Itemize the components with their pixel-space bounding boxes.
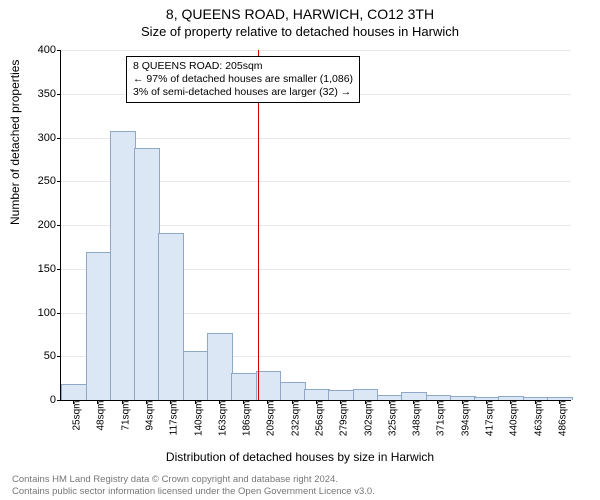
xtick-label: 94sqm	[145, 401, 156, 431]
page-title: 8, QUEENS ROAD, HARWICH, CO12 3TH	[0, 0, 600, 22]
histogram-bar	[401, 392, 427, 400]
xtick-label: 440sqm	[509, 401, 520, 437]
xtick-label: 117sqm	[169, 401, 180, 436]
xtick-label: 71sqm	[120, 401, 131, 431]
xtick-label: 25sqm	[72, 401, 83, 431]
annotation-box: 8 QUEENS ROAD: 205sqm ← 97% of detached …	[126, 56, 360, 103]
xtick-label: 371sqm	[436, 401, 447, 437]
histogram-bar	[86, 252, 112, 400]
ytick-label: 200	[26, 219, 56, 231]
histogram-bar	[110, 131, 136, 400]
ytick-mark	[57, 313, 61, 314]
xtick-label: 302sqm	[363, 401, 374, 437]
histogram-bar	[280, 382, 306, 401]
grid-line	[61, 50, 571, 51]
footer-line-2: Contains public sector information licen…	[12, 486, 375, 498]
ytick-label: 250	[26, 175, 56, 187]
ytick-label: 300	[26, 132, 56, 144]
grid-line	[61, 138, 571, 139]
histogram-bar	[353, 389, 379, 400]
ytick-mark	[57, 356, 61, 357]
ytick-label: 100	[26, 307, 56, 319]
xtick-label: 232sqm	[290, 401, 301, 437]
histogram-bar	[304, 389, 330, 401]
xtick-label: 163sqm	[217, 401, 228, 437]
ytick-label: 150	[26, 263, 56, 275]
plot-area: 05010015020025030035040025sqm48sqm71sqm9…	[60, 50, 571, 401]
histogram-bar	[231, 373, 257, 400]
xtick-label: 279sqm	[339, 401, 350, 437]
histogram-bar	[183, 351, 209, 400]
x-axis-label: Distribution of detached houses by size …	[0, 450, 600, 464]
xtick-label: 256sqm	[315, 401, 326, 437]
xtick-label: 463sqm	[533, 401, 544, 437]
ytick-label: 400	[26, 44, 56, 56]
xtick-label: 417sqm	[485, 401, 496, 437]
y-axis-label: Number of detached properties	[8, 60, 22, 225]
ytick-mark	[57, 400, 61, 401]
xtick-label: 486sqm	[557, 401, 568, 437]
xtick-label: 348sqm	[412, 401, 423, 437]
xtick-label: 140sqm	[193, 401, 204, 437]
histogram-bar	[377, 395, 403, 400]
chart-area: 05010015020025030035040025sqm48sqm71sqm9…	[60, 50, 570, 400]
histogram-bar	[328, 390, 354, 400]
ytick-mark	[57, 181, 61, 182]
footer-attribution: Contains HM Land Registry data © Crown c…	[12, 474, 375, 498]
ytick-mark	[57, 94, 61, 95]
annotation-line-3: 3% of semi-detached houses are larger (3…	[133, 86, 353, 99]
xtick-label: 186sqm	[242, 401, 253, 437]
histogram-bar	[61, 384, 87, 400]
ytick-label: 350	[26, 88, 56, 100]
ytick-label: 0	[26, 394, 56, 406]
ytick-mark	[57, 269, 61, 270]
ytick-mark	[57, 50, 61, 51]
chart-container: 8, QUEENS ROAD, HARWICH, CO12 3TH Size o…	[0, 0, 600, 500]
histogram-bar	[134, 148, 160, 400]
annotation-line-2: ← 97% of detached houses are smaller (1,…	[133, 73, 353, 86]
chart-subtitle: Size of property relative to detached ho…	[0, 22, 600, 39]
annotation-line-1: 8 QUEENS ROAD: 205sqm	[133, 60, 353, 73]
xtick-label: 394sqm	[460, 401, 471, 437]
xtick-label: 325sqm	[387, 401, 398, 437]
ytick-mark	[57, 225, 61, 226]
histogram-bar	[207, 333, 233, 401]
xtick-label: 209sqm	[266, 401, 277, 437]
ytick-label: 50	[26, 350, 56, 362]
histogram-bar	[158, 233, 184, 400]
xtick-label: 48sqm	[96, 401, 107, 431]
ytick-mark	[57, 138, 61, 139]
footer-line-1: Contains HM Land Registry data © Crown c…	[12, 474, 375, 486]
histogram-bar	[450, 396, 476, 400]
histogram-bar	[256, 371, 282, 400]
